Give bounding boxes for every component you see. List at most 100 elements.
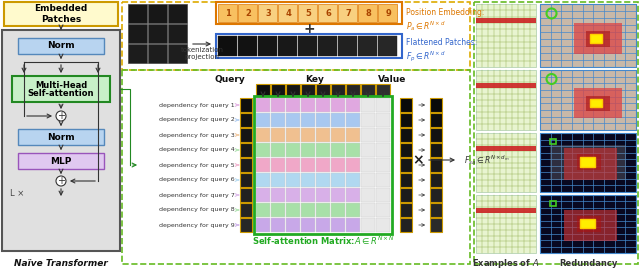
FancyBboxPatch shape xyxy=(286,158,300,172)
FancyBboxPatch shape xyxy=(278,4,297,22)
FancyBboxPatch shape xyxy=(240,173,252,187)
FancyBboxPatch shape xyxy=(346,158,360,172)
FancyBboxPatch shape xyxy=(376,113,390,127)
FancyBboxPatch shape xyxy=(476,146,536,151)
Text: 4: 4 xyxy=(285,8,291,18)
FancyBboxPatch shape xyxy=(316,203,330,217)
FancyBboxPatch shape xyxy=(361,173,375,187)
FancyBboxPatch shape xyxy=(378,4,397,22)
FancyBboxPatch shape xyxy=(271,128,285,142)
Text: dependency for query 5: dependency for query 5 xyxy=(159,162,235,167)
FancyBboxPatch shape xyxy=(256,128,270,142)
FancyBboxPatch shape xyxy=(258,36,277,56)
FancyBboxPatch shape xyxy=(238,36,257,56)
FancyBboxPatch shape xyxy=(346,98,360,112)
FancyBboxPatch shape xyxy=(256,143,270,157)
FancyBboxPatch shape xyxy=(216,34,402,58)
FancyBboxPatch shape xyxy=(430,98,442,112)
FancyBboxPatch shape xyxy=(240,128,252,142)
Text: Value: Value xyxy=(378,75,406,84)
FancyBboxPatch shape xyxy=(168,24,187,43)
FancyBboxPatch shape xyxy=(376,84,390,96)
FancyBboxPatch shape xyxy=(18,129,104,145)
FancyBboxPatch shape xyxy=(316,143,330,157)
FancyBboxPatch shape xyxy=(361,113,375,127)
Text: 2: 2 xyxy=(245,8,251,18)
Text: Naïve Transformer: Naïve Transformer xyxy=(14,258,108,267)
FancyBboxPatch shape xyxy=(540,4,636,67)
FancyBboxPatch shape xyxy=(286,128,300,142)
Text: 5: 5 xyxy=(305,8,311,18)
Text: Examples of $A$: Examples of $A$ xyxy=(472,256,540,270)
FancyBboxPatch shape xyxy=(400,218,412,232)
FancyBboxPatch shape xyxy=(316,128,330,142)
FancyBboxPatch shape xyxy=(400,113,412,127)
FancyBboxPatch shape xyxy=(338,4,357,22)
FancyBboxPatch shape xyxy=(240,203,252,217)
FancyBboxPatch shape xyxy=(346,188,360,202)
FancyBboxPatch shape xyxy=(376,203,390,217)
Text: Key: Key xyxy=(305,75,324,84)
FancyBboxPatch shape xyxy=(128,44,147,63)
FancyBboxPatch shape xyxy=(286,173,300,187)
FancyBboxPatch shape xyxy=(573,23,621,55)
FancyBboxPatch shape xyxy=(258,4,277,22)
FancyBboxPatch shape xyxy=(376,128,390,142)
FancyBboxPatch shape xyxy=(256,158,270,172)
FancyBboxPatch shape xyxy=(346,173,360,187)
FancyBboxPatch shape xyxy=(256,113,270,127)
FancyBboxPatch shape xyxy=(476,70,536,130)
FancyBboxPatch shape xyxy=(580,158,595,167)
FancyBboxPatch shape xyxy=(430,218,442,232)
FancyBboxPatch shape xyxy=(148,24,167,43)
Text: 6: 6 xyxy=(325,8,331,18)
FancyBboxPatch shape xyxy=(564,148,617,180)
Text: 1: 1 xyxy=(225,8,231,18)
FancyBboxPatch shape xyxy=(316,84,330,96)
FancyBboxPatch shape xyxy=(238,4,257,22)
FancyBboxPatch shape xyxy=(2,30,120,251)
FancyBboxPatch shape xyxy=(240,188,252,202)
Text: dependency for query 4: dependency for query 4 xyxy=(159,147,235,153)
FancyBboxPatch shape xyxy=(216,2,402,24)
FancyBboxPatch shape xyxy=(168,4,187,23)
FancyBboxPatch shape xyxy=(540,133,636,192)
FancyBboxPatch shape xyxy=(286,218,300,232)
FancyBboxPatch shape xyxy=(286,84,300,96)
FancyBboxPatch shape xyxy=(586,96,610,110)
FancyBboxPatch shape xyxy=(590,98,602,107)
Circle shape xyxy=(56,111,66,121)
FancyBboxPatch shape xyxy=(271,84,285,96)
FancyBboxPatch shape xyxy=(476,83,536,88)
FancyBboxPatch shape xyxy=(301,128,315,142)
FancyBboxPatch shape xyxy=(346,113,360,127)
Text: Norm: Norm xyxy=(47,133,75,141)
Text: +: + xyxy=(57,111,65,121)
FancyBboxPatch shape xyxy=(573,88,621,118)
Text: Redundancy: Redundancy xyxy=(559,258,617,267)
FancyBboxPatch shape xyxy=(318,4,337,22)
FancyBboxPatch shape xyxy=(271,98,285,112)
FancyBboxPatch shape xyxy=(400,128,412,142)
FancyBboxPatch shape xyxy=(256,98,270,112)
Text: dependency for query 2: dependency for query 2 xyxy=(159,118,235,122)
FancyBboxPatch shape xyxy=(378,36,397,56)
FancyBboxPatch shape xyxy=(286,188,300,202)
FancyBboxPatch shape xyxy=(586,31,610,47)
FancyBboxPatch shape xyxy=(577,154,601,170)
Text: dependency for query 6: dependency for query 6 xyxy=(159,178,235,182)
FancyBboxPatch shape xyxy=(256,218,270,232)
FancyBboxPatch shape xyxy=(476,4,536,67)
Text: Query: Query xyxy=(214,75,245,84)
FancyBboxPatch shape xyxy=(271,158,285,172)
FancyBboxPatch shape xyxy=(361,188,375,202)
Text: MLP: MLP xyxy=(51,156,72,165)
FancyBboxPatch shape xyxy=(148,44,167,63)
Text: Norm: Norm xyxy=(47,41,75,50)
Text: Position Embedding:
$P_a \in R^{N\times d}$: Position Embedding: $P_a \in R^{N\times … xyxy=(406,8,484,33)
FancyBboxPatch shape xyxy=(376,143,390,157)
FancyBboxPatch shape xyxy=(376,218,390,232)
FancyBboxPatch shape xyxy=(301,173,315,187)
FancyBboxPatch shape xyxy=(346,84,360,96)
Circle shape xyxy=(56,176,66,186)
